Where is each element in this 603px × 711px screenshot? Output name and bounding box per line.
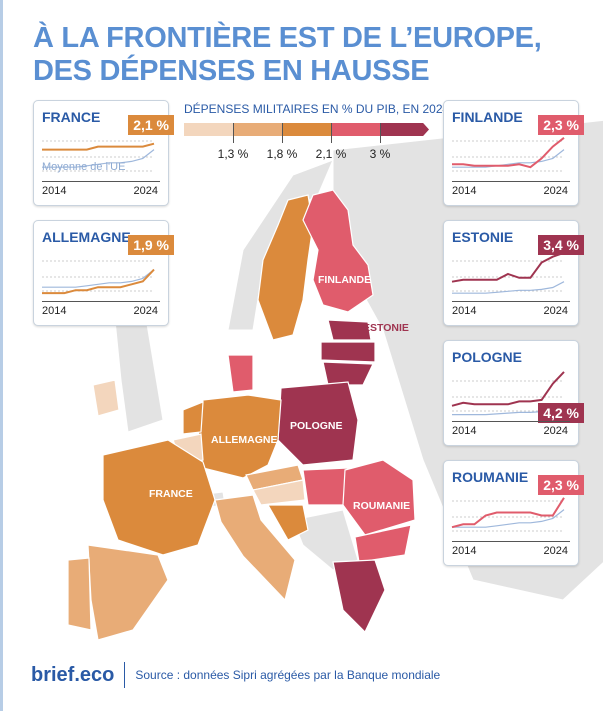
legend-bar [184,123,429,136]
panel-finlande: FINLANDE 2,3 % 2014 2024 [443,100,584,206]
value-badge: 3,4 % [538,235,584,255]
footer: brief.eco Source : données Sipri agrégée… [31,662,440,688]
country-bulgaria [354,524,412,563]
legend-tick-label: 1,8 % [266,147,298,161]
mini-line-chart [451,251,565,294]
panel-title: ROUMANIE [452,469,529,485]
eu-average-line [452,149,565,168]
legend-tick [380,123,381,143]
axis-end-label: 2024 [133,305,158,317]
panel-pologne: POLOGNE 4,2 % 2014 2024 [443,340,584,446]
x-axis [42,181,160,182]
panel-roumanie: ROUMANIE 2,3 % 2014 2024 [443,460,584,566]
legend-title: DÉPENSES MILITAIRES EN % DU PIB, EN 2024 [184,102,450,116]
mini-line-chart [452,137,565,172]
x-axis [452,541,570,542]
country-latvia [320,341,376,363]
country-line [451,371,565,407]
map-label-finlande: FINLANDE [318,274,372,286]
panel-title: ALLEMAGNE [42,229,131,245]
axis-end-label: 2024 [543,185,568,197]
mini-line-chart [451,497,565,532]
axis-start-label: 2014 [452,185,477,197]
country-denmark [227,354,254,393]
axis-end-label: 2024 [133,185,158,197]
mini-line-chart [42,260,155,295]
axis-end-label: 2024 [543,545,568,557]
country-spain [87,544,169,641]
country-finland [302,189,374,313]
eu-average-line [42,269,155,288]
panel-allemagne: ALLEMAGNE 1,9 % 2014 2024 [33,220,174,326]
axis-start-label: 2014 [42,305,67,317]
map-label-pologne: POLOGNE [290,420,343,432]
eu-average-line [452,281,565,294]
legend-swatch-3 [282,123,331,136]
country-line [42,142,155,151]
x-axis [452,181,570,182]
country-greece [332,559,386,634]
legend-tick-label: 1,3 % [217,147,249,161]
legend-tick [331,123,332,143]
country-slovakia-hungary [302,467,349,506]
eu-average-line [42,149,155,168]
country-france [102,439,216,556]
panel-title: FINLANDE [452,109,523,125]
country-austria [252,479,306,506]
title-line-2: DES DÉPENSES EN HAUSSE [33,55,430,87]
eu-average-line [452,509,565,528]
legend-swatch-2 [233,123,282,136]
legend-tick-label: 2,1 % [315,147,347,161]
country-line [451,497,565,529]
axis-end-label: 2024 [543,425,568,437]
legend-tick [282,123,283,143]
map-label-roumanie: ROUMANIE [353,500,411,512]
axis-start-label: 2014 [452,545,477,557]
panel-title: FRANCE [42,109,101,125]
mini-line-chart [42,140,155,172]
axis-end-label: 2024 [543,305,568,317]
value-badge: 2,3 % [538,115,584,135]
source-note: Source : données Sipri agrégées par la B… [135,668,441,682]
country-line [451,251,565,283]
legend-tick-label: 3 % [369,147,391,161]
panel-estonie: ESTONIE 3,4 % 2014 2024 [443,220,584,326]
divider [124,662,126,688]
title-line-1: À LA FRONTIÈRE EST DE L’EUROPE, [33,22,542,54]
axis-start-label: 2014 [452,425,477,437]
country-lithuania [322,361,374,386]
country-romania [342,459,416,536]
map-label-allemagne: ALLEMAGNE [211,434,278,446]
legend-swatch-1 [184,123,233,136]
country-italy [214,494,296,602]
axis-start-label: 2014 [42,185,67,197]
country-croatia [266,504,309,541]
x-axis [452,301,570,302]
value-badge: 2,1 % [128,115,174,135]
value-badge: 4,2 % [538,403,584,423]
axis-start-label: 2014 [452,305,477,317]
page-title: À LA FRONTIÈRE EST DE L’EUROPE, DES DÉPE… [33,22,542,88]
value-badge: 1,9 % [128,235,174,255]
country-line [452,137,565,169]
country-estonia [327,319,372,341]
brand-logo: brief.eco [31,663,115,686]
country-ireland [92,379,120,417]
panel-title: POLOGNE [452,349,523,365]
country-netherlands [182,401,204,435]
x-axis [452,421,570,422]
legend-swatch-5 [380,123,429,136]
value-badge: 2,3 % [538,475,584,495]
country-portugal [67,557,92,631]
country-line [42,268,155,295]
map-label-estonie: ESTONIE [363,322,409,334]
legend-tick [233,123,234,143]
panel-france: FRANCE 2,1 % Moyenne de l'UE 2014 2024 [33,100,174,206]
eu-average-label: Moyenne de l'UE [42,161,126,173]
legend-swatch-4 [331,123,380,136]
panel-title: ESTONIE [452,229,514,245]
x-axis [42,301,160,302]
map-label-france: FRANCE [149,488,193,500]
